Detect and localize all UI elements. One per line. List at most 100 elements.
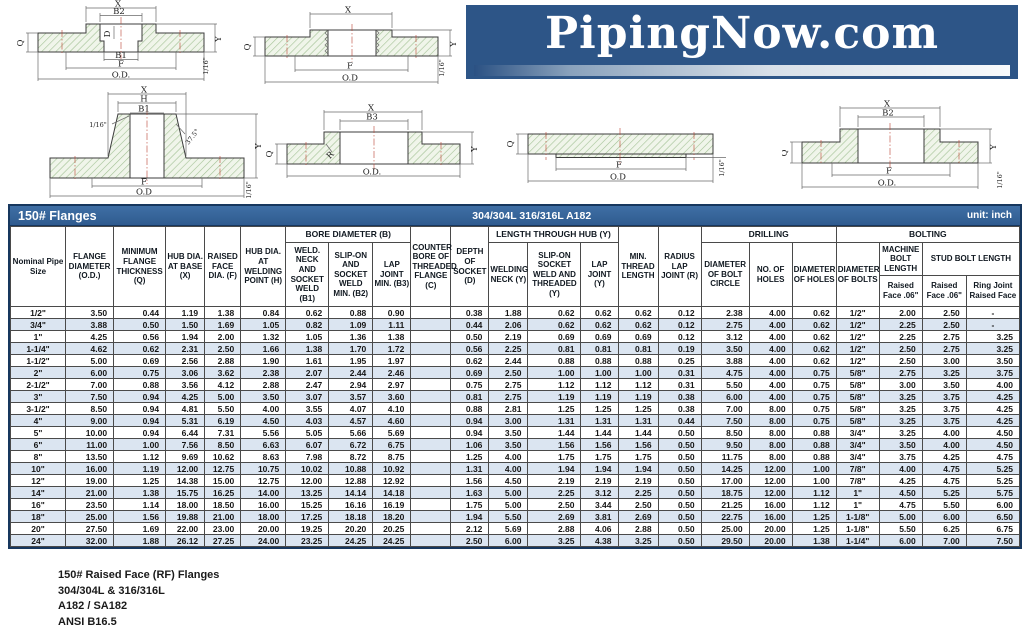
value-cell: 4.25 — [878, 474, 923, 487]
dim-label-b1: B1 — [115, 51, 127, 61]
value-cell: 3.25 — [965, 330, 1021, 343]
value-cell: 0.94 — [113, 402, 167, 415]
value-cell: 2.50 — [527, 498, 582, 511]
value-cell: 3.75 — [921, 402, 967, 415]
value-cell: 0.56 — [113, 330, 167, 343]
dim-label-q: Q — [243, 43, 253, 50]
value-cell: 5.50 — [204, 402, 242, 415]
value-cell — [410, 390, 452, 403]
value-cell: 2.69 — [527, 510, 582, 523]
col-header-hub-dia-at-base: HUB DIA. AT BASE (X) — [165, 226, 206, 307]
dim-label-x: X — [115, 0, 122, 10]
value-cell: 0.62 — [113, 342, 167, 355]
dim-label-d: D — [103, 30, 113, 37]
col-header-bore-b3: LAP JOINT MIN. (B3) — [372, 242, 412, 307]
value-cell: 15.75 — [165, 486, 206, 499]
table-row: 2" 6.00 0.75 3.06 3.62 2.38 2.07 2.44 2.46 0.69 2.… — [9, 366, 1021, 379]
value-cell: 0.12 — [657, 330, 702, 343]
value-cell: 2.25 — [617, 486, 659, 499]
value-cell: 2.25 — [878, 330, 923, 343]
value-cell: 1.38 — [113, 486, 167, 499]
value-cell: 0.88 — [791, 426, 837, 439]
value-cell: 6.63 — [240, 438, 287, 451]
value-cell: 4.60 — [372, 414, 412, 427]
table-row: 24" 32.00 1.88 26.12 27.25 24.00 23.25 24.25 24.… — [9, 534, 1021, 547]
value-cell: 11.00 — [65, 438, 115, 451]
value-cell: 7.98 — [285, 450, 330, 463]
value-cell: 15.00 — [204, 474, 242, 487]
value-cell: 20.00 — [748, 522, 793, 535]
table-row: 18" 25.00 1.56 19.88 21.00 18.00 17.25 18.18 18.… — [9, 510, 1021, 523]
value-cell: 1.94 — [617, 462, 659, 475]
value-cell: 0.62 — [791, 354, 837, 367]
value-cell: 0.50 — [657, 522, 702, 535]
value-cell: 4.25 — [965, 390, 1021, 403]
dim-label-f: F — [118, 60, 124, 70]
value-cell: 12.92 — [372, 474, 412, 487]
col-header-stud-bolt-length: STUD BOLT LENGTH — [921, 242, 1021, 276]
value-cell: 0.62 — [580, 306, 619, 319]
value-cell: 1.25 — [617, 402, 659, 415]
value-cell: 7/8" — [835, 474, 880, 487]
value-cell: 27.50 — [65, 522, 115, 535]
dim-label-y: Y — [449, 41, 459, 48]
value-cell: 1.00 — [527, 366, 582, 379]
dim-label-b1: B1 — [138, 105, 150, 115]
value-cell: 6.00 — [878, 534, 923, 547]
value-cell: 6.00 — [921, 510, 967, 523]
value-cell: 10.62 — [204, 450, 242, 463]
value-cell: - — [965, 306, 1021, 319]
col-header-radius-lap-joint: RADIUS LAP JOINT (R) — [657, 226, 702, 307]
value-cell: 12.88 — [328, 474, 374, 487]
value-cell: 4.75 — [700, 366, 750, 379]
value-cell: 29.50 — [700, 534, 750, 547]
value-cell: 1.25 — [113, 474, 167, 487]
value-cell: 8.50 — [65, 402, 115, 415]
value-cell: 5/8" — [835, 378, 880, 391]
value-cell: 4.38 — [580, 534, 619, 547]
value-cell: 3.55 — [285, 402, 330, 415]
value-cell: 0.50 — [657, 534, 702, 547]
value-cell: 5.50 — [878, 522, 923, 535]
value-cell: 5.25 — [965, 462, 1021, 475]
value-cell: 5.75 — [965, 486, 1021, 499]
value-cell: 0.69 — [617, 330, 659, 343]
value-cell: 1.75 — [450, 498, 490, 511]
value-cell: 2.50 — [617, 498, 659, 511]
value-cell: 4.25 — [965, 414, 1021, 427]
value-cell: 24.00 — [240, 534, 287, 547]
value-cell: 4.00 — [748, 390, 793, 403]
value-cell: 11.75 — [700, 450, 750, 463]
value-cell: 1.56 — [450, 474, 490, 487]
dim-label-raised-face: 1/16" — [718, 159, 726, 177]
value-cell — [410, 462, 452, 475]
value-cell: 4.00 — [921, 426, 967, 439]
value-cell: 0.50 — [450, 330, 490, 343]
value-cell: 1.63 — [450, 486, 490, 499]
value-cell: 20.25 — [372, 522, 412, 535]
table-row: 20" 27.50 1.69 22.00 23.00 20.00 19.25 20.20 20.… — [9, 522, 1021, 535]
value-cell: 2.50 — [204, 342, 242, 355]
value-cell: 2.50 — [921, 318, 967, 331]
pipe-size-cell: 18" — [9, 510, 67, 523]
value-cell: 2.31 — [165, 342, 206, 355]
col-header-depth-of-socket: DEPTH OF SOCKET (D) — [450, 226, 490, 307]
value-cell: 1-1/8" — [835, 522, 880, 535]
col-header-stud-ring-joint: Ring Joint Raised Face — [965, 275, 1021, 307]
value-cell: 6.00 — [488, 534, 529, 547]
value-cell: 3.25 — [878, 390, 923, 403]
value-cell: 0.62 — [580, 318, 619, 331]
value-cell: 1.12 — [791, 498, 837, 511]
value-cell: 20.00 — [748, 534, 793, 547]
value-cell: 0.50 — [657, 450, 702, 463]
value-cell: 0.75 — [791, 378, 837, 391]
value-cell: 18.00 — [165, 498, 206, 511]
lap-joint-flange-drawing: X B3 Q R O.D. Y — [265, 104, 480, 178]
value-cell: 10.75 — [240, 462, 287, 475]
value-cell: 3.25 — [527, 534, 582, 547]
value-cell — [410, 474, 452, 487]
value-cell: 2.12 — [450, 522, 490, 535]
value-cell: 24.25 — [328, 534, 374, 547]
pipe-size-cell: 3" — [9, 390, 67, 403]
value-cell: 0.94 — [450, 426, 490, 439]
